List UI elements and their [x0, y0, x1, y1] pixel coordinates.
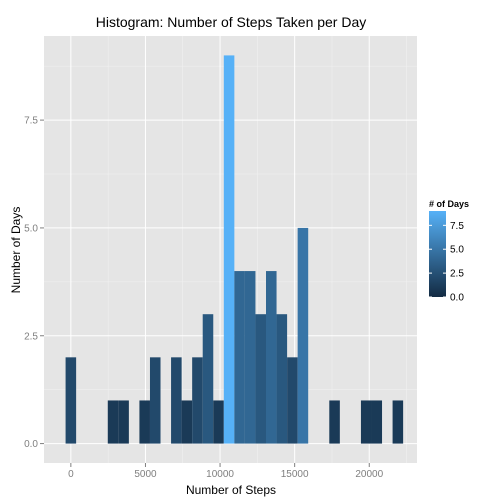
histogram-bar [65, 357, 77, 444]
histogram-bar [149, 357, 161, 444]
x-axis-title: Number of Steps [186, 483, 276, 497]
x-tick-label: 5000 [134, 469, 157, 480]
histogram-bar [287, 357, 298, 444]
histogram-bar [202, 314, 214, 444]
histogram-bar [234, 271, 245, 444]
histogram-bar [107, 400, 119, 444]
legend-tick-label: 7.5 [450, 221, 464, 232]
legend-title: # of Days [429, 199, 469, 209]
y-axis: 0.0 2.5 5.0 7.5 [24, 116, 44, 450]
histogram-bar [276, 314, 288, 444]
y-tick-label: 5.0 [24, 223, 38, 234]
histogram-bar [297, 227, 309, 444]
x-tick-label: 20000 [355, 469, 383, 480]
histogram-bar [192, 357, 203, 444]
legend-tick-label: 2.5 [450, 269, 464, 280]
y-tick-label: 7.5 [24, 116, 38, 127]
histogram-bar [181, 400, 193, 444]
x-tick-label: 15000 [281, 469, 309, 480]
y-tick-label: 2.5 [24, 331, 38, 342]
y-tick-label: 0.0 [24, 439, 38, 450]
legend-tick-label: 5.0 [450, 245, 464, 256]
histogram-bar [118, 400, 129, 444]
fill-legend: # of Days 0.0 2.5 5.0 7.5 [429, 199, 469, 304]
x-tick-label: 0 [68, 469, 74, 480]
y-axis-title: Number of Days [9, 207, 23, 294]
histogram-bar [244, 271, 256, 444]
legend-ticks: 0.0 2.5 5.0 7.5 [429, 221, 464, 304]
histogram-bar [371, 400, 383, 444]
histogram-bar [171, 357, 182, 444]
histogram-bar [360, 400, 372, 444]
histogram-bar [223, 55, 235, 444]
histogram-bar [213, 400, 224, 444]
histogram-bar [329, 400, 340, 444]
histogram-bar [139, 400, 150, 444]
x-tick-label: 10000 [206, 469, 234, 480]
histogram-bar [266, 271, 277, 444]
legend-colorbar [429, 211, 446, 297]
legend-tick-label: 0.0 [450, 293, 464, 304]
chart-title: Histogram: Number of Steps Taken per Day [96, 14, 367, 30]
histogram-bar [255, 314, 267, 444]
histogram-bars [65, 55, 404, 444]
histogram-bar [392, 400, 404, 444]
x-axis: 0 5000 10000 15000 20000 [68, 463, 384, 480]
